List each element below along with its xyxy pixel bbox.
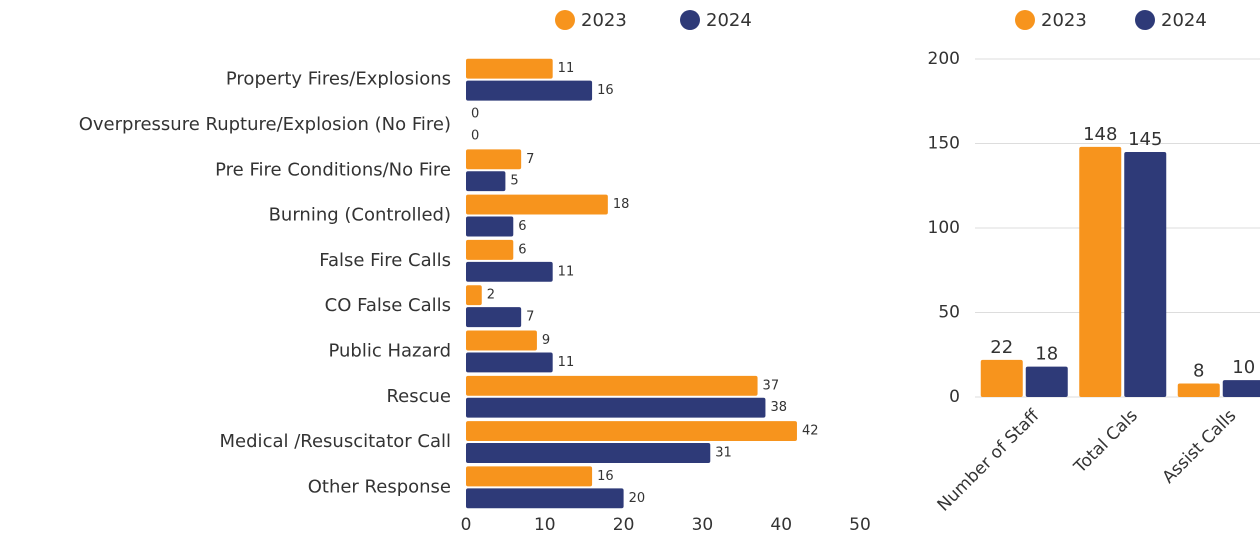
- category-label: Other Response: [308, 476, 451, 497]
- category-label: False Fire Calls: [319, 250, 451, 271]
- bar: [466, 261, 553, 282]
- bar: [1079, 146, 1122, 397]
- bar: [466, 330, 537, 351]
- value-label: 9: [542, 333, 550, 348]
- bar: [466, 80, 593, 101]
- legend-swatch: [1135, 10, 1155, 30]
- value-label: 2: [487, 288, 495, 303]
- value-label: 31: [715, 446, 732, 461]
- bar: [466, 171, 506, 192]
- value-label: 18: [613, 197, 630, 212]
- bar: [466, 421, 797, 442]
- bar: [466, 216, 514, 237]
- bar: [466, 443, 711, 463]
- value-label: 11: [558, 61, 575, 76]
- x-tick-label: 30: [692, 515, 714, 535]
- category-label: Pre Fire Conditions/No Fire: [215, 159, 451, 180]
- y-tick-label: 100: [928, 218, 960, 238]
- bar: [466, 375, 758, 396]
- value-label: 22: [990, 337, 1013, 358]
- y-tick-label: 200: [928, 49, 960, 69]
- bar: [1177, 383, 1220, 397]
- bar: [466, 466, 593, 487]
- legend-label: 2023: [1041, 10, 1087, 31]
- y-tick-label: 0: [949, 387, 960, 407]
- legend-swatch: [680, 10, 700, 30]
- y-tick-label: 50: [938, 303, 960, 323]
- bar: [1222, 380, 1260, 397]
- bar: [466, 307, 522, 328]
- value-label: 20: [629, 491, 646, 506]
- category-label: Property Fires/Explosions: [226, 69, 451, 90]
- category-label: Overpressure Rupture/Explosion (No Fire): [79, 114, 451, 135]
- category-label: Burning (Controlled): [269, 205, 451, 226]
- bar: [980, 359, 1023, 397]
- legend-swatch: [1015, 10, 1035, 30]
- value-label: 8: [1193, 360, 1204, 381]
- bar: [466, 194, 608, 215]
- category-label: Total Cals: [1070, 406, 1142, 478]
- value-label: 11: [558, 355, 575, 370]
- category-label: Public Hazard: [328, 340, 451, 361]
- bar: [466, 397, 766, 418]
- bar: [1025, 366, 1068, 397]
- value-label: 145: [1128, 129, 1162, 150]
- bar: [466, 488, 624, 509]
- value-label: 16: [597, 469, 614, 484]
- value-label: 6: [518, 242, 526, 257]
- bar: [466, 149, 522, 170]
- x-tick-label: 20: [613, 515, 635, 535]
- bar: [466, 58, 553, 79]
- legend-label: 2024: [706, 10, 752, 31]
- legend-label: 2023: [581, 10, 627, 31]
- value-label: 6: [518, 219, 526, 234]
- value-label: 148: [1083, 124, 1117, 145]
- value-label: 0: [471, 106, 479, 121]
- x-tick-label: 40: [770, 515, 792, 535]
- bar: [466, 239, 514, 260]
- value-label: 16: [597, 83, 614, 98]
- y-tick-label: 150: [928, 134, 960, 154]
- bar: [466, 285, 482, 306]
- x-tick-label: 10: [534, 515, 556, 535]
- bar: [1124, 151, 1167, 397]
- value-label: 42: [802, 424, 819, 439]
- value-label: 5: [510, 174, 518, 189]
- category-label: Number of Staff: [934, 405, 1045, 516]
- value-label: 7: [526, 152, 534, 167]
- legend-swatch: [555, 10, 575, 30]
- value-label: 38: [770, 400, 787, 415]
- x-tick-label: 0: [461, 515, 472, 535]
- value-label: 18: [1035, 344, 1058, 365]
- value-label: 0: [471, 128, 479, 143]
- value-label: 11: [558, 264, 575, 279]
- x-tick-label: 50: [849, 515, 871, 535]
- category-label: CO False Calls: [325, 295, 451, 316]
- value-label: 37: [763, 378, 780, 393]
- category-label: Medical /Resuscitator Call: [220, 431, 451, 452]
- value-label: 7: [526, 310, 534, 325]
- category-label: Assist Calls: [1159, 406, 1241, 488]
- legend-label: 2024: [1161, 10, 1207, 31]
- value-label: 10: [1232, 357, 1255, 378]
- bar: [466, 352, 553, 373]
- category-label: Rescue: [386, 386, 451, 407]
